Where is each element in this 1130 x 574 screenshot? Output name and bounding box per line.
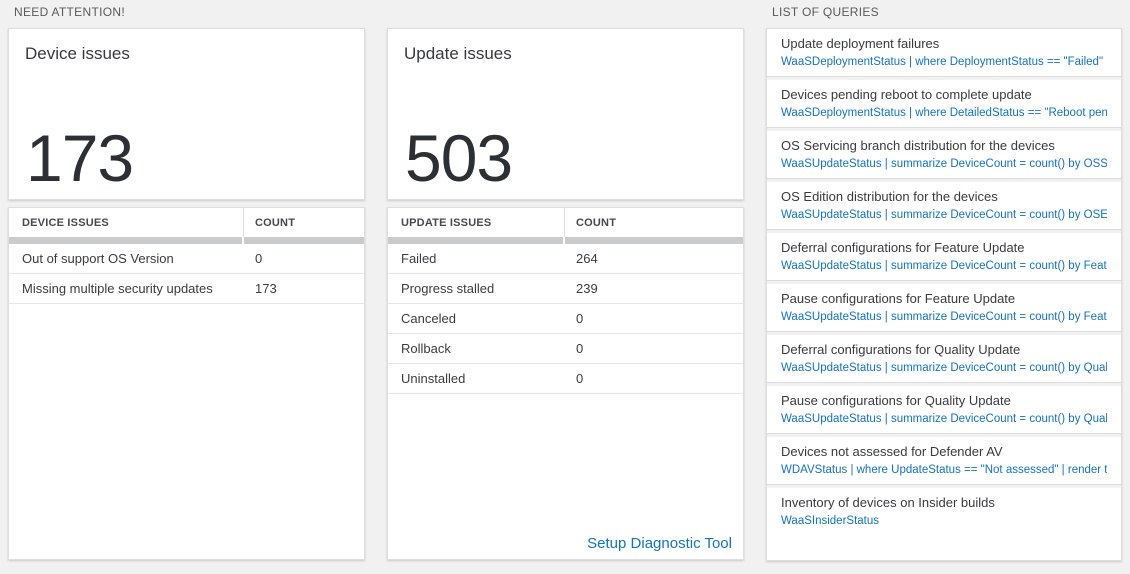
query-item[interactable]: Inventory of devices on Insider builds W… (767, 488, 1121, 535)
query-title: OS Servicing branch distribution for the… (781, 138, 1055, 153)
update-issues-table: UPDATE ISSUES COUNT Failed 264 Progress … (387, 207, 744, 560)
row-count-value: 0 (576, 341, 584, 356)
device-table-col2-header: COUNT (255, 216, 296, 229)
device-issues-table: DEVICE ISSUES COUNT Out of support OS Ve… (8, 207, 365, 560)
query-code: WaaSUpdateStatus | summarize DeviceCount… (781, 209, 1107, 221)
query-code: WaaSDeploymentStatus | where DeploymentS… (781, 56, 1107, 68)
query-item[interactable]: OS Edition distribution for the devices … (767, 182, 1121, 229)
row-count-value: 0 (576, 311, 584, 326)
query-title: Deferral configurations for Quality Upda… (781, 342, 1021, 357)
scrollbar-thumb-right[interactable] (244, 237, 364, 244)
query-item[interactable]: Devices pending reboot to complete updat… (767, 80, 1121, 127)
query-item[interactable]: Pause configurations for Feature Update … (767, 284, 1121, 331)
query-title: Devices pending reboot to complete updat… (781, 87, 1032, 102)
row-count-value: 239 (576, 281, 598, 296)
query-separator (767, 76, 1121, 80)
query-item[interactable]: Devices not assessed for Defender AV WDA… (767, 437, 1121, 484)
row-issue-label: Rollback (401, 341, 451, 356)
query-title: Pause configurations for Feature Update (781, 291, 1016, 306)
query-code: WaaSInsiderStatus (781, 515, 880, 527)
row-issue-label: Progress stalled (401, 281, 495, 296)
device-issues-tile-title: Device issues (25, 44, 130, 63)
row-count-value: 173 (255, 281, 277, 296)
setup-diagnostic-tool-link[interactable]: Setup Diagnostic Tool (587, 535, 732, 552)
table-row[interactable]: Canceled 0 (388, 304, 743, 334)
query-title: Inventory of devices on Insider builds (781, 495, 995, 510)
query-title: Devices not assessed for Defender AV (781, 444, 1003, 459)
table-row[interactable]: Rollback 0 (388, 334, 743, 364)
row-count-value: 264 (576, 251, 598, 266)
query-title: Pause configurations for Quality Update (781, 393, 1011, 408)
query-separator (767, 484, 1121, 488)
device-table-col1-header: DEVICE ISSUES (9, 208, 244, 237)
need-attention-header: NEED ATTENTION! (14, 5, 125, 19)
device-issues-tile[interactable]: Device issues 173 (8, 28, 365, 200)
scrollbar-thumb-left[interactable] (9, 237, 242, 244)
query-separator (767, 433, 1121, 437)
query-item[interactable]: OS Servicing branch distribution for the… (767, 131, 1121, 178)
device-table-scrollbar[interactable] (9, 237, 364, 244)
table-row[interactable]: Progress stalled 239 (388, 274, 743, 304)
update-table-col1-header: UPDATE ISSUES (388, 208, 565, 237)
update-issues-tile[interactable]: Update issues 503 (387, 28, 744, 200)
query-item[interactable]: Deferral configurations for Quality Upda… (767, 335, 1121, 382)
update-table-header-row: UPDATE ISSUES COUNT (388, 208, 743, 237)
query-code: WaaSDeploymentStatus | where DetailedSta… (781, 107, 1107, 119)
scrollbar-thumb-left[interactable] (388, 237, 563, 244)
row-issue-label: Uninstalled (401, 371, 466, 386)
row-count-value: 0 (576, 371, 584, 386)
table-row[interactable]: Failed 264 (388, 244, 743, 274)
update-table-col2-header: COUNT (576, 216, 617, 229)
table-row[interactable]: Uninstalled 0 (388, 364, 743, 394)
query-item[interactable]: Pause configurations for Quality Update … (767, 386, 1121, 433)
device-issues-count: 173 (26, 121, 134, 195)
query-separator (767, 331, 1121, 335)
device-table-header-row: DEVICE ISSUES COUNT (9, 208, 364, 237)
row-issue-label: Out of support OS Version (22, 251, 174, 266)
table-row[interactable]: Out of support OS Version 0 (9, 244, 364, 274)
query-separator (767, 229, 1121, 233)
query-code: WaaSUpdateStatus | summarize DeviceCount… (781, 362, 1107, 374)
query-code: WDAVStatus | where UpdateStatus == "Not … (781, 464, 1107, 476)
row-issue-label: Canceled (401, 311, 456, 326)
row-issue-label: Failed (401, 251, 437, 266)
row-count-value: 0 (255, 251, 263, 266)
query-code: WaaSUpdateStatus | summarize DeviceCount… (781, 413, 1107, 425)
scrollbar-thumb-right[interactable] (565, 237, 743, 244)
list-of-queries-header: LIST OF QUERIES (772, 5, 879, 19)
query-title: Update deployment failures (781, 36, 940, 51)
query-separator (767, 382, 1121, 386)
query-code: WaaSUpdateStatus | summarize DeviceCount… (781, 158, 1107, 170)
list-of-queries-panel: Update deployment failures WaaSDeploymen… (766, 28, 1122, 561)
update-issues-count: 503 (405, 121, 513, 195)
query-code: WaaSUpdateStatus | summarize DeviceCount… (781, 311, 1107, 323)
query-separator (767, 127, 1121, 131)
query-title: OS Edition distribution for the devices (781, 189, 998, 204)
query-item[interactable]: Update deployment failures WaaSDeploymen… (767, 29, 1121, 76)
query-separator (767, 280, 1121, 284)
update-issues-tile-title: Update issues (404, 44, 512, 63)
update-table-scrollbar[interactable] (388, 237, 743, 244)
query-item[interactable]: Deferral configurations for Feature Upda… (767, 233, 1121, 280)
row-issue-label: Missing multiple security updates (22, 281, 213, 296)
table-row[interactable]: Missing multiple security updates 173 (9, 274, 364, 304)
query-code: WaaSUpdateStatus | summarize DeviceCount… (781, 260, 1107, 272)
query-title: Deferral configurations for Feature Upda… (781, 240, 1025, 255)
query-separator (767, 178, 1121, 182)
